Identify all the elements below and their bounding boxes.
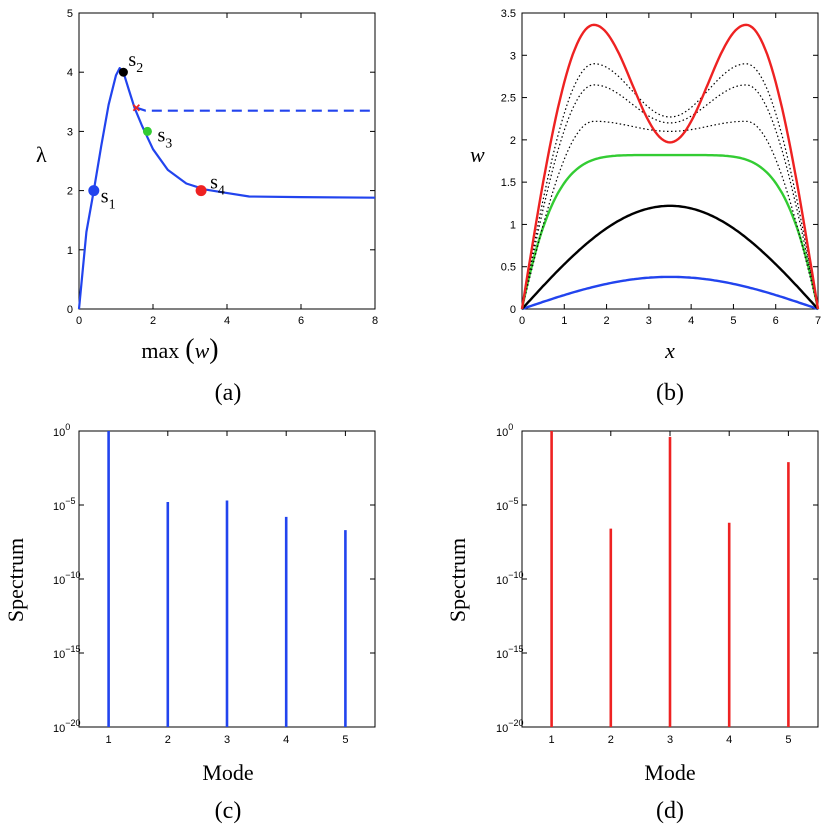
panel-b-ytick-label: 1 <box>510 219 516 231</box>
panel-a-xlabel: max (w) <box>141 334 218 365</box>
panel-a-ytick-label: 3 <box>67 126 73 138</box>
point-s2-label: s2 <box>128 49 143 76</box>
panel-a-ylabel: λ <box>36 142 47 167</box>
panel-b-ytick-label: 2.5 <box>501 93 516 105</box>
panel-d-xtick-label: 1 <box>549 734 555 746</box>
panel-a-xtick-label: 4 <box>224 315 230 327</box>
panel-a-frame <box>78 12 376 310</box>
panel-b-xtick-label: 3 <box>646 315 652 327</box>
panel-a: 0 2 4 6 8 0 1 2 3 4 5 s1 s2 s3 s4 λ max (w) (a) <box>36 8 378 406</box>
panel-c: 1 2 3 4 5 100 10−5 10−10 10−15 10−20 Spectrum Mod… <box>3 422 376 824</box>
panel-c-ytick-label: 10−10 <box>53 570 81 587</box>
point-s2 <box>118 67 128 77</box>
panel-b-xtick-label: 7 <box>815 315 821 327</box>
panel-c-xtick-label: 4 <box>283 734 289 746</box>
panel-d-ytick-label: 10−20 <box>496 718 524 735</box>
point-s3-label: s3 <box>157 124 172 151</box>
panel-b-ytick-label: 1.5 <box>501 177 516 189</box>
panel-b-ylabel: w <box>470 142 485 167</box>
panel-b-xtick-label: 0 <box>519 315 525 327</box>
panel-d-ylabel: Spectrum <box>445 538 470 622</box>
point-s4 <box>195 185 207 197</box>
panel-c-xtick-label: 1 <box>106 734 112 746</box>
panel-c-xlabel: Mode <box>202 760 253 785</box>
panel-b-ytick-label: 3 <box>510 50 516 62</box>
panel-d-ytick-label: 10−15 <box>496 644 524 661</box>
panel-a-ytick-label: 0 <box>67 304 73 316</box>
point-s1 <box>88 185 100 197</box>
panel-d-xtick-label: 5 <box>785 734 791 746</box>
panel-b-ytick-label: 0.5 <box>501 262 516 274</box>
panel-b-s2-line <box>521 204 819 310</box>
panel-b-xtick-label: 4 <box>688 315 694 327</box>
panel-c-ytick-label: 10−5 <box>53 496 76 513</box>
panel-a-xtick-label: 0 <box>76 315 82 327</box>
panel-a-secondary-line <box>135 106 375 112</box>
panel-c-ytick-label: 100 <box>53 422 70 439</box>
panel-b-s3-line <box>520 153 820 310</box>
panel-b-dotted-2-line <box>521 84 819 310</box>
point-s3 <box>142 126 152 136</box>
panel-b-frame <box>521 12 819 310</box>
panel-b-xtick-label: 5 <box>730 315 736 327</box>
panel-a-branch-line <box>77 67 376 310</box>
panel-b-xtick-label: 6 <box>773 315 779 327</box>
point-s1-label: s1 <box>101 186 116 213</box>
panel-c-ytick-label: 10−20 <box>53 718 81 735</box>
panel-c-label: (c) <box>215 798 242 824</box>
panel-b-xtick-label: 2 <box>604 315 610 327</box>
panel-a-xtick-label: 2 <box>150 315 156 327</box>
panel-b-dotted-3-line <box>521 63 819 310</box>
panel-b-s1-line <box>521 275 819 311</box>
point-s4-label: s4 <box>210 172 225 199</box>
panel-b-s4-line <box>520 23 820 310</box>
panel-d: 1 2 3 4 5 100 10−5 10−10 10−15 10−20 Spectrum Mod… <box>445 422 819 824</box>
panel-b: 0 1 2 3 4 5 6 7 0 0.5 1 1.5 2 2.5 3 3.5 w x (b) <box>470 8 821 406</box>
panel-a-xtick-label: 8 <box>372 315 378 327</box>
panel-d-xtick-label: 4 <box>726 734 732 746</box>
panel-a-xtick-label: 6 <box>298 315 304 327</box>
panel-b-ytick-label: 0 <box>510 304 516 316</box>
panel-a-ytick-label: 5 <box>67 8 73 20</box>
panel-b-xlabel: x <box>664 338 675 363</box>
bifurcation-marker <box>132 104 140 112</box>
panel-d-xlabel: Mode <box>644 760 695 785</box>
panel-b-label: (b) <box>656 380 684 406</box>
panel-d-ytick-label: 10−10 <box>496 570 524 587</box>
panel-c-xtick-label: 3 <box>224 734 230 746</box>
panel-b-dotted-1-line <box>521 120 819 310</box>
panel-a-label: (a) <box>215 380 242 406</box>
panel-c-ytick-label: 10−15 <box>53 644 81 661</box>
panel-c-ylabel: Spectrum <box>3 538 28 622</box>
panel-d-xtick-label: 3 <box>667 734 673 746</box>
panel-d-xtick-label: 2 <box>608 734 614 746</box>
panel-d-ytick-label: 100 <box>496 422 513 439</box>
panel-b-ytick-label: 2 <box>510 135 516 147</box>
panel-b-xtick-label: 1 <box>561 315 567 327</box>
panel-a-ytick-label: 4 <box>67 67 73 79</box>
panel-b-ytick-label: 3.5 <box>501 8 516 20</box>
panel-c-xtick-label: 5 <box>342 734 348 746</box>
panel-a-ytick-label: 2 <box>67 186 73 198</box>
panel-a-xlabel-var: w <box>195 338 210 363</box>
panel-d-label: (d) <box>656 798 684 824</box>
panel-d-ytick-label: 10−5 <box>496 496 519 513</box>
panel-c-xtick-label: 2 <box>165 734 171 746</box>
panel-a-xlabel-prefix: max <box>141 338 179 363</box>
panel-a-ytick-label: 1 <box>67 245 73 257</box>
